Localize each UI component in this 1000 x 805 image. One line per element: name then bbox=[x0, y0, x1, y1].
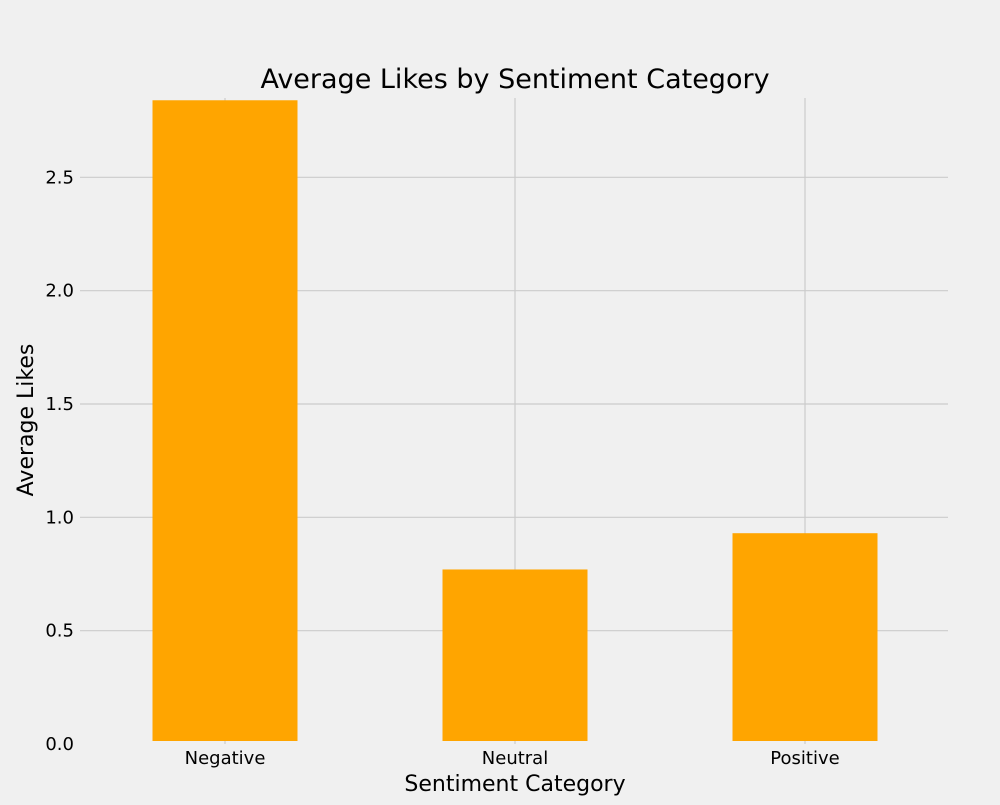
bar-neutral bbox=[442, 569, 588, 741]
y-tick-label: 1.0 bbox=[45, 507, 74, 528]
bar-negative bbox=[152, 100, 298, 742]
x-tick-labels: Negative Neutral Positive bbox=[185, 748, 840, 769]
y-tick-label: 2.0 bbox=[45, 281, 74, 302]
bar-layer bbox=[152, 100, 878, 742]
y-tick-label: 2.5 bbox=[45, 167, 74, 188]
x-tick-label: Negative bbox=[185, 748, 266, 769]
x-tick-label: Positive bbox=[770, 748, 839, 769]
bar-positive bbox=[732, 533, 878, 741]
chart-title: Average Likes by Sentiment Category bbox=[260, 64, 769, 95]
y-tick-label: 0.5 bbox=[45, 621, 74, 642]
x-tick-label: Neutral bbox=[482, 748, 548, 769]
y-tick-labels: 0.0 0.5 1.0 1.5 2.0 2.5 bbox=[45, 167, 74, 755]
y-tick-label: 0.0 bbox=[45, 734, 74, 755]
x-axis-label: Sentiment Category bbox=[404, 772, 625, 797]
y-tick-label: 1.5 bbox=[45, 394, 74, 415]
y-axis-label: Average Likes bbox=[14, 344, 39, 497]
